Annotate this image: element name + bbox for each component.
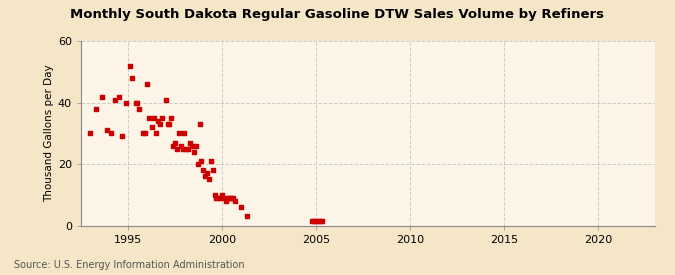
Point xyxy=(147,125,158,130)
Point xyxy=(85,131,96,136)
Point xyxy=(160,97,171,102)
Point xyxy=(204,177,215,182)
Point xyxy=(149,116,160,120)
Point xyxy=(132,100,143,105)
Point xyxy=(309,219,320,223)
Point xyxy=(113,94,124,99)
Point xyxy=(226,196,237,200)
Point xyxy=(230,199,241,203)
Point xyxy=(102,128,113,133)
Point xyxy=(198,168,209,172)
Point xyxy=(121,100,132,105)
Point xyxy=(307,219,318,223)
Point xyxy=(164,122,175,126)
Point xyxy=(177,147,188,151)
Point xyxy=(188,150,199,154)
Y-axis label: Thousand Gallons per Day: Thousand Gallons per Day xyxy=(44,65,54,202)
Point xyxy=(143,116,154,120)
Point xyxy=(173,131,184,136)
Point xyxy=(168,144,179,148)
Point xyxy=(179,131,190,136)
Text: Monthly South Dakota Regular Gasoline DTW Sales Volume by Refiners: Monthly South Dakota Regular Gasoline DT… xyxy=(70,8,605,21)
Point xyxy=(207,168,218,172)
Point xyxy=(241,214,252,218)
Point xyxy=(224,196,235,200)
Point xyxy=(117,134,128,139)
Point xyxy=(90,107,101,111)
Point xyxy=(134,107,144,111)
Point xyxy=(124,64,135,68)
Point xyxy=(140,131,151,136)
Point xyxy=(185,140,196,145)
Point xyxy=(196,159,207,163)
Point xyxy=(313,219,323,223)
Point xyxy=(205,159,216,163)
Point xyxy=(190,144,201,148)
Point xyxy=(176,144,186,148)
Point xyxy=(153,119,163,123)
Point xyxy=(310,219,321,223)
Point xyxy=(166,116,177,120)
Point xyxy=(126,76,137,80)
Point xyxy=(317,219,327,223)
Point xyxy=(142,82,153,86)
Point xyxy=(169,140,180,145)
Point xyxy=(181,147,192,151)
Point xyxy=(186,144,197,148)
Point xyxy=(192,162,203,166)
Point xyxy=(200,174,211,178)
Point xyxy=(151,131,161,136)
Point xyxy=(202,171,213,175)
Point xyxy=(228,196,239,200)
Point xyxy=(209,192,220,197)
Point xyxy=(213,196,223,200)
Point xyxy=(315,219,325,223)
Text: Source: U.S. Energy Information Administration: Source: U.S. Energy Information Administ… xyxy=(14,260,244,270)
Point xyxy=(211,196,222,200)
Point xyxy=(155,122,165,126)
Point xyxy=(217,192,227,197)
Point xyxy=(106,131,117,136)
Point xyxy=(194,122,205,126)
Point xyxy=(97,94,107,99)
Point xyxy=(183,147,194,151)
Point xyxy=(236,205,246,209)
Point xyxy=(162,122,173,126)
Point xyxy=(215,196,225,200)
Point xyxy=(138,131,148,136)
Point xyxy=(130,100,141,105)
Point xyxy=(109,97,120,102)
Point xyxy=(221,199,232,203)
Point xyxy=(171,147,182,151)
Point xyxy=(219,196,230,200)
Point xyxy=(157,116,167,120)
Point xyxy=(222,196,233,200)
